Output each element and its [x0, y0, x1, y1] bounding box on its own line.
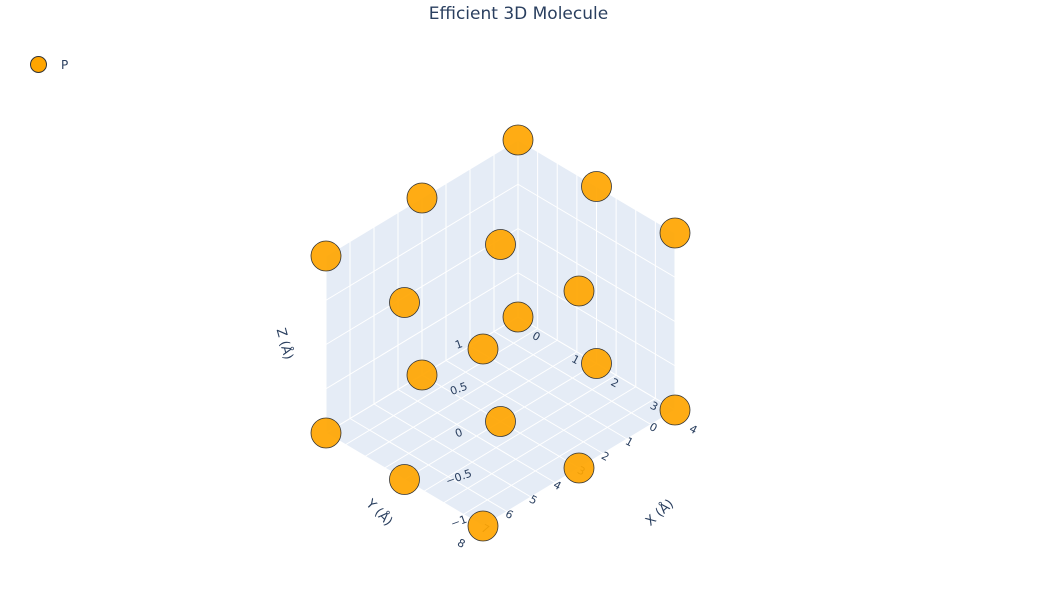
y-axis-title: Y (Å)	[362, 495, 396, 529]
z-tick-label: 0	[453, 426, 464, 441]
grid-z-xwall	[517, 183, 676, 278]
atom-point[interactable]	[563, 275, 595, 307]
atom-point[interactable]	[485, 406, 516, 437]
grid-z-ywall	[325, 183, 519, 301]
legend-marker-p	[30, 56, 47, 73]
atom-point[interactable]	[581, 348, 612, 379]
legend-label-p: P	[61, 57, 69, 72]
y-tick-label: 8	[455, 536, 467, 551]
atom-point[interactable]	[467, 333, 499, 365]
atom-point[interactable]	[581, 171, 612, 202]
atom-point[interactable]	[310, 417, 342, 449]
grid-y-floor	[445, 360, 604, 454]
grid-y-floor	[397, 389, 556, 483]
grid-z-xwall	[517, 228, 676, 322]
z-tick-label: 1	[453, 337, 464, 352]
atom-point[interactable]	[659, 394, 691, 426]
z-tick-label: −1	[449, 513, 469, 531]
atom-point[interactable]	[485, 229, 516, 260]
atom-point[interactable]	[467, 510, 499, 542]
atom-point[interactable]	[659, 217, 691, 249]
atom-point[interactable]	[563, 452, 595, 484]
grid-z-xwall	[517, 272, 676, 367]
grid-z-ywall	[325, 272, 519, 390]
legend[interactable]: P	[30, 56, 68, 73]
atom-point[interactable]	[406, 182, 438, 214]
data-points	[310, 124, 691, 542]
x-tick-label: 4	[687, 422, 699, 437]
atom-point[interactable]	[502, 124, 534, 156]
grid-y-floor	[493, 331, 652, 425]
grid-y-floor	[469, 345, 628, 440]
grid-y-floor	[373, 403, 532, 498]
z-axis-title: Z (Å)	[273, 326, 297, 361]
atom-point[interactable]	[502, 301, 534, 333]
atom-point[interactable]	[389, 287, 420, 318]
x-axis-title: X (Å)	[642, 496, 677, 529]
atom-point[interactable]	[389, 464, 420, 495]
atom-point[interactable]	[406, 359, 438, 391]
atom-point[interactable]	[310, 240, 342, 272]
grid-y-floor	[349, 418, 508, 512]
chart-title: Efficient 3D Molecule	[428, 4, 609, 24]
z-tick-label: 0.5	[448, 380, 469, 398]
